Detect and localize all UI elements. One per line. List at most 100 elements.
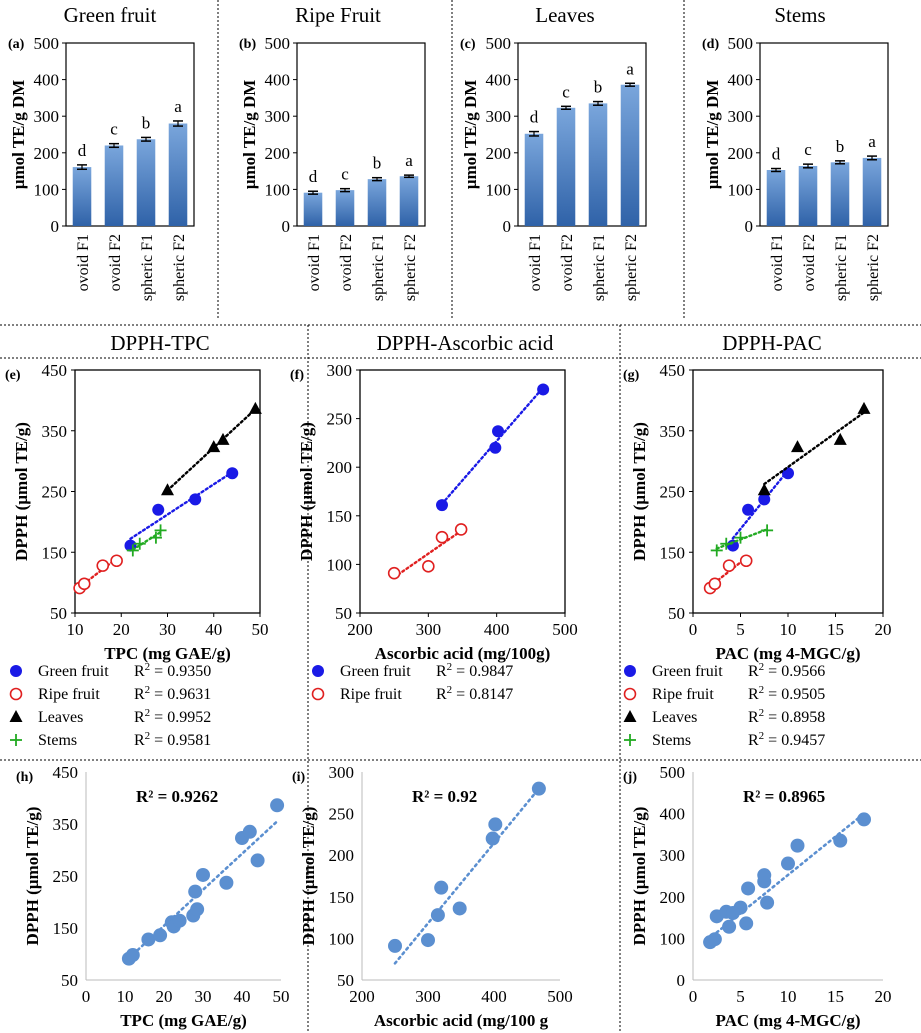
- plot-frame: [296, 42, 426, 227]
- y-tick-label: 400: [265, 71, 291, 90]
- panel-label: (g): [623, 368, 640, 383]
- y-tick-label: 0: [282, 217, 291, 236]
- y-tick-label: 250: [327, 410, 353, 429]
- legend-marker: [10, 665, 22, 677]
- bar: [524, 133, 544, 226]
- header-green-fruit: Green fruit: [64, 3, 157, 27]
- y-tick-label: 200: [327, 458, 353, 477]
- panel-label: (e): [5, 368, 21, 383]
- data-point: [434, 880, 449, 895]
- series-ripe-fruit: [73, 554, 123, 595]
- significance-letter: b: [142, 113, 151, 132]
- y-tick-label: 300: [34, 107, 60, 126]
- y-tick-label: 450: [42, 361, 68, 380]
- panel-label: (a): [8, 37, 25, 52]
- data-point: [741, 881, 756, 896]
- plot-frame: [517, 42, 647, 227]
- x-tick-label: 50: [273, 987, 290, 1006]
- significance-letter: a: [174, 97, 182, 116]
- data-point: [172, 913, 187, 928]
- category-label: ovoid F1: [769, 234, 786, 291]
- y-tick-label: 300: [660, 846, 686, 865]
- x-tick-label: 300: [415, 987, 441, 1006]
- category-label: spheric F2: [865, 234, 882, 301]
- legend-label: Ripe fruit: [340, 686, 402, 703]
- bar: [399, 176, 419, 226]
- x-tick-label: 15: [827, 987, 844, 1006]
- data-point: [219, 875, 234, 890]
- y-tick-label: 0: [745, 217, 754, 236]
- y-tick-label: 200: [34, 144, 60, 163]
- significance-letter: b: [373, 154, 382, 173]
- category-label: ovoid F1: [527, 234, 544, 291]
- data-point: [857, 812, 871, 827]
- y-tick-label: 100: [660, 929, 686, 948]
- x-axis-label: Ascorbic acid (mg/100g): [375, 644, 551, 663]
- data-point: [720, 537, 733, 550]
- data-point: [725, 906, 740, 921]
- legend-r2: R2 = 0.9631: [134, 684, 211, 703]
- x-tick-label: 20: [156, 987, 173, 1006]
- significance-letter: c: [804, 140, 812, 159]
- y-tick-label: 100: [34, 180, 60, 199]
- header-stems: Stems: [774, 3, 825, 27]
- bar-chart-d: (d) 0 100 200 300 400 500 µmol TE/g DM d ovoid F1…: [702, 34, 889, 301]
- trendline: [393, 787, 541, 965]
- series-green-fruit: [436, 383, 550, 512]
- y-tick-label: 0: [503, 217, 512, 236]
- data-point: [388, 938, 402, 953]
- data-point: [430, 908, 445, 923]
- x-tick-label: 10: [780, 620, 797, 639]
- y-tick-label: 500: [660, 763, 686, 782]
- data-point: [422, 560, 435, 573]
- data-point: [242, 824, 257, 839]
- category-label: spheric F1: [139, 234, 156, 301]
- data-point: [739, 554, 753, 568]
- data-point: [387, 566, 401, 580]
- data-point: [125, 948, 140, 963]
- legend-r2: R2 = 0.9952: [134, 707, 211, 726]
- x-tick-label: 500: [552, 620, 578, 639]
- legend-label: Leaves: [652, 709, 697, 726]
- data-point: [126, 544, 139, 557]
- data-point: [531, 781, 546, 796]
- legend-label: Green fruit: [652, 663, 723, 680]
- legend-r2-value: 0.9457: [781, 732, 825, 749]
- data-point: [708, 577, 722, 591]
- legend-marker: [10, 734, 22, 746]
- x-tick-label: 5: [736, 987, 745, 1006]
- legend-r2: R2 = 0.9350: [134, 661, 211, 680]
- x-tick-label: 5: [736, 620, 745, 639]
- header-dpph-pac: DPPH-PAC: [722, 331, 822, 355]
- data-point: [790, 838, 805, 853]
- y-tick-label: 250: [329, 805, 355, 824]
- data-point: [722, 559, 736, 572]
- y-tick-label: 200: [486, 144, 512, 163]
- panel-label: (h): [16, 770, 33, 785]
- bar: [104, 145, 124, 226]
- data-point: [96, 559, 110, 572]
- x-tick-label: 50: [252, 620, 269, 639]
- category-label: spheric F2: [402, 234, 419, 301]
- x-tick-label: 40: [234, 987, 251, 1006]
- y-tick-label: 500: [34, 34, 60, 53]
- y-tick-label: 50: [668, 604, 685, 623]
- y-tick-label: 500: [265, 34, 291, 53]
- r2-label: R² = 0.92: [412, 787, 477, 806]
- data-point: [833, 833, 848, 848]
- data-point: [488, 817, 503, 832]
- data-point: [77, 577, 91, 591]
- legend-r2-value: 0.8958: [781, 709, 825, 726]
- y-tick-label: 350: [660, 422, 686, 441]
- legend-r2-value: 0.9581: [167, 732, 211, 749]
- significance-letter: a: [626, 59, 634, 78]
- series-leaves: [757, 401, 871, 496]
- significance-letter: c: [341, 165, 349, 184]
- x-tick-label: 200: [347, 620, 373, 639]
- y-tick-label: 150: [53, 919, 79, 938]
- legend-f: Green fruit R2 = 0.9847 Ripe fruit R2 = 0.8…: [311, 661, 513, 703]
- y-tick-label: 150: [327, 507, 353, 526]
- legend-marker: [623, 710, 637, 722]
- data-point: [454, 523, 468, 536]
